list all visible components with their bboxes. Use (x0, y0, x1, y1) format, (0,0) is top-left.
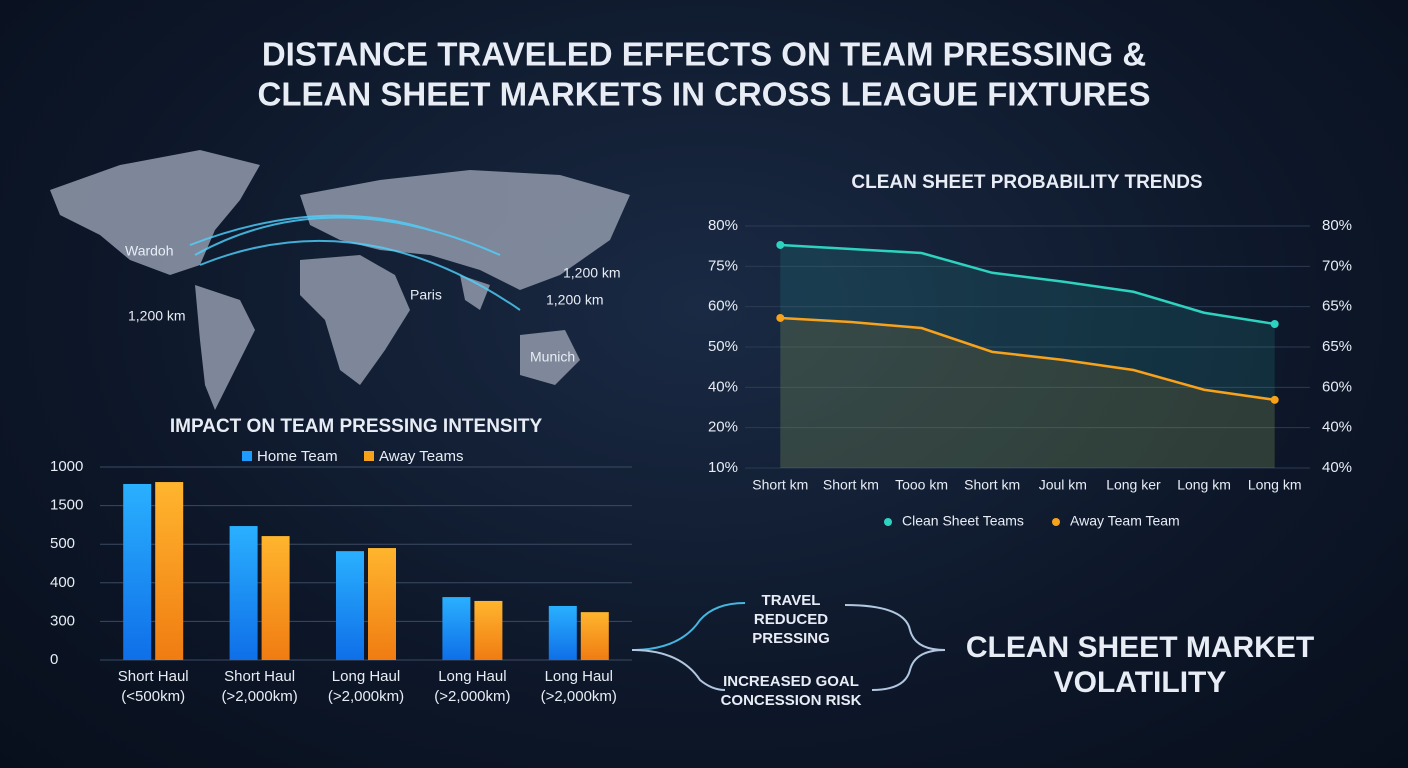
flow-connectors (631, 602, 946, 691)
bar (580, 612, 609, 660)
x-tick-label: Short Haul (<500km) (117, 668, 189, 705)
y-tick-label: 1000 (50, 458, 83, 475)
chart-title: CLEAN SHEET PROBABILITY TRENDS (851, 172, 1202, 193)
y2-tick-label: 60% (1322, 378, 1352, 395)
x-tick-label: Joul km (1039, 477, 1087, 493)
y-tick-label: 400 (50, 574, 75, 591)
x-tick-label: Long Haul (>2,000km) (434, 668, 511, 705)
y2-tick-label: 80% (1322, 217, 1352, 234)
legend-label: Home Team (257, 448, 338, 465)
result-text: CLEAN SHEET MARKET (966, 631, 1314, 664)
series-endpoint (776, 313, 785, 322)
y-tick-label: 500 (50, 535, 75, 552)
flow-text: CONCESSION RISK (721, 692, 862, 709)
bar (368, 548, 396, 660)
y-tick-label: 50% (708, 338, 738, 355)
legend-label: Away Teams (379, 448, 464, 465)
x-tick-label: Short km (964, 477, 1020, 493)
bar (261, 536, 290, 660)
series-area (780, 317, 1275, 468)
series-line (780, 243, 1275, 326)
legend-dot (1052, 518, 1060, 526)
chart-title: IMPACT ON TEAM PRESSING INTENSITY (170, 416, 543, 437)
result-text: VOLATILITY (1054, 666, 1227, 699)
legend-label: Clean Sheet Teams (902, 513, 1024, 529)
y2-tick-label: 40% (1322, 419, 1352, 436)
x-tick-label: Tooo km (895, 477, 948, 493)
world-map (50, 150, 630, 410)
legend-swatch (364, 451, 374, 461)
y2-tick-label: 65% (1322, 338, 1352, 355)
x-tick-label: Long Haul (>2,000km) (327, 668, 405, 705)
bar (123, 483, 152, 660)
bar (442, 597, 471, 660)
y2-tick-label: 40% (1322, 459, 1352, 476)
flight-arcs (189, 214, 521, 311)
series-line (780, 316, 1275, 402)
x-tick-label: Long km (1177, 477, 1231, 493)
map-label: 1,200 km (546, 292, 604, 308)
x-tick-label: Long ker (1106, 477, 1161, 493)
y2-tick-label: 65% (1322, 298, 1352, 315)
bar (548, 605, 577, 660)
legend-label: Away Team Team (1070, 513, 1180, 529)
map-label: Paris (410, 287, 442, 303)
y-tick-label: 60% (708, 298, 738, 315)
flow-text: PRESSING (752, 630, 830, 647)
y-tick-label: 300 (50, 612, 75, 629)
title-line: CLEAN SHEET MARKETS IN CROSS LEAGUE FIXT… (258, 76, 1151, 113)
x-tick-label: Long Haul (>2,000km) (540, 668, 617, 705)
flow-text: TRAVEL (762, 592, 821, 609)
map-label: Munich (530, 349, 575, 365)
flow-text: INCREASED GOAL (723, 673, 859, 690)
x-tick-label: Short km (752, 477, 808, 493)
x-tick-label: Long km (1248, 477, 1302, 493)
bar (155, 482, 184, 660)
y-tick-label: 75% (708, 257, 738, 274)
flow-text: REDUCED (754, 611, 828, 628)
y-tick-label: 20% (708, 419, 738, 436)
title-line: DISTANCE TRAVELED EFFECTS ON TEAM PRESSI… (262, 36, 1146, 73)
legend-swatch (242, 451, 252, 461)
y-tick-label: 40% (708, 378, 738, 395)
x-tick-label: Short Haul (>2,000km) (221, 668, 298, 705)
y2-tick-label: 70% (1322, 257, 1352, 274)
series-endpoint (776, 240, 785, 249)
bar (336, 551, 364, 660)
series-endpoint (1270, 395, 1279, 404)
y-tick-label: 80% (708, 217, 738, 234)
x-tick-label: Short km (823, 477, 879, 493)
y-tick-label: 1500 (50, 497, 83, 514)
map-label: 1,200 km (563, 265, 621, 281)
bar (229, 526, 258, 660)
y-tick-label: 10% (708, 459, 738, 476)
y-tick-label: 0 (50, 651, 58, 668)
map-label: Wardoh (125, 243, 174, 259)
map-label: 1,200 km (128, 308, 186, 324)
bar (474, 600, 503, 660)
series-endpoint (1270, 320, 1279, 329)
legend-dot (884, 518, 892, 526)
